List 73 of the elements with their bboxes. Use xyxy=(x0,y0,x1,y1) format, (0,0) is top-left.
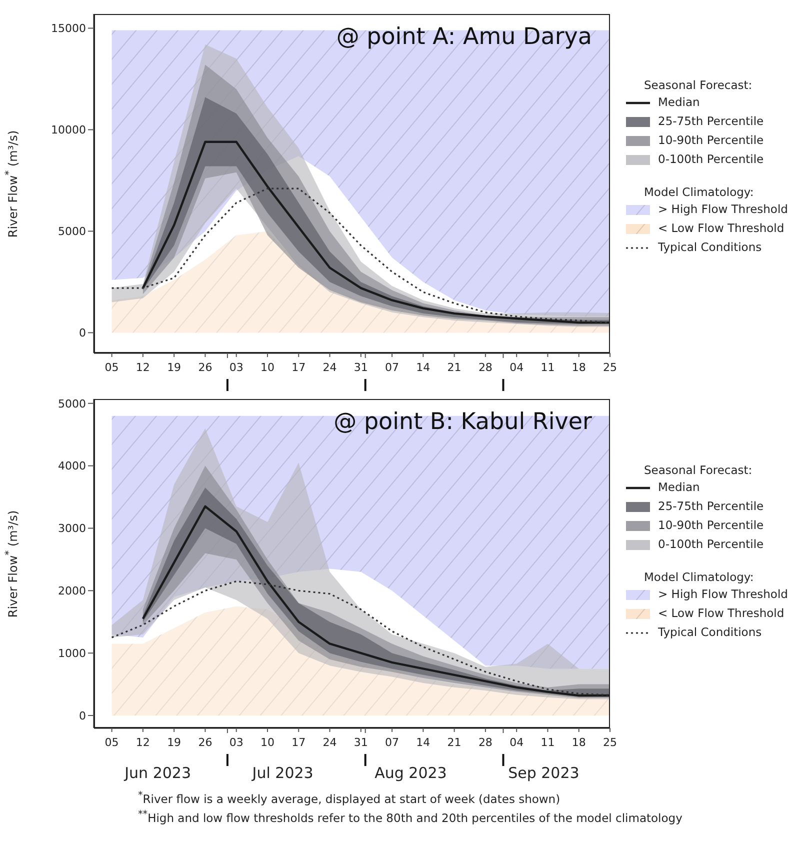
x-tick-label: 24 xyxy=(322,736,337,749)
y-tick-label: 5000 xyxy=(58,397,86,410)
y-tick-label: 2000 xyxy=(58,584,86,598)
legend-label: 0-100th Percentile xyxy=(658,151,764,168)
line-series xyxy=(110,188,610,324)
x-tick-label: 19 xyxy=(167,361,182,374)
x-tick-label: 07 xyxy=(385,736,400,749)
text: Model Climatology: xyxy=(644,185,755,199)
x-tick-label: 04 xyxy=(510,361,524,374)
text: $^{*}$River flow is a weekly average, displayed at start of week (dates shown) xyxy=(138,790,560,806)
legend-label: 25-75th Percentile xyxy=(658,498,764,515)
y-tick-label: 5000 xyxy=(58,225,86,238)
legend-label: Median xyxy=(658,479,700,496)
y-tick-label: 4000 xyxy=(58,460,86,473)
legend-label: Typical Conditions xyxy=(658,239,762,256)
x-tick-label: 10 xyxy=(260,361,274,374)
x-tick-label: 12 xyxy=(136,361,150,374)
legend-label: < Low Flow Threshold xyxy=(658,605,784,622)
x-tick-label: 14 xyxy=(416,361,430,374)
text: Model Climatology: xyxy=(644,570,755,584)
y-tick-label: 15000 xyxy=(51,22,86,36)
legend-label: Median xyxy=(658,94,700,111)
x-tick-label: 24 xyxy=(322,361,337,374)
legend-label: > High Flow Threshold xyxy=(658,586,788,603)
x-tick-label: 11 xyxy=(540,736,555,749)
legend-label: Typical Conditions xyxy=(658,624,762,641)
y-tick-label: 0 xyxy=(79,709,86,722)
x-tick-label: 18 xyxy=(572,736,586,749)
x-tick-label: 12 xyxy=(136,736,150,749)
text: $^{**}$High and low flow thresholds refer to the 80th and 20th percentiles of the model climatology xyxy=(138,808,682,825)
y-tick-label: 3000 xyxy=(58,522,86,536)
text: Jun 2023 xyxy=(124,764,192,784)
legend-title: Seasonal Forecast: xyxy=(644,463,754,477)
x-tick-label: 03 xyxy=(229,361,244,374)
x-tick-label: 18 xyxy=(572,361,586,374)
legend-title: Seasonal Forecast: xyxy=(644,78,754,92)
x-tick-label: 04 xyxy=(510,736,524,749)
text: @ point A: Amu Darya xyxy=(336,24,592,50)
x-tick-label: 31 xyxy=(354,736,368,749)
x-tick-label: 17 xyxy=(292,361,306,374)
x-tick-label: 28 xyxy=(478,361,492,374)
x-tick-label: 19 xyxy=(167,736,182,749)
y-tick-label: 1000 xyxy=(58,646,86,660)
x-tick-label: 05 xyxy=(104,736,119,749)
x-tick-label: 03 xyxy=(229,736,244,749)
x-tick-label: 10 xyxy=(260,736,274,749)
chart-title: @ point B: Kabul River xyxy=(334,409,592,435)
legend-label: > High Flow Threshold xyxy=(658,201,788,218)
text: Jul 2023 xyxy=(252,764,314,784)
x-tick-label: 25 xyxy=(603,736,617,749)
x-tick-label: 31 xyxy=(354,361,368,374)
legend-label: 25-75th Percentile xyxy=(658,113,764,130)
legend-label: 10-90th Percentile xyxy=(658,517,764,534)
x-tick-label: 28 xyxy=(478,736,492,749)
x-tick-label: 21 xyxy=(447,361,462,374)
text: Sep 2023 xyxy=(508,764,580,784)
x-tick-label: 25 xyxy=(603,361,617,374)
x-tick-label: 11 xyxy=(540,361,555,374)
x-tick-label: 05 xyxy=(104,361,119,374)
x-tick-label: 26 xyxy=(198,736,212,749)
y-tick-label: 10000 xyxy=(51,124,86,137)
x-tick-label: 26 xyxy=(198,361,212,374)
legend-label: < Low Flow Threshold xyxy=(658,220,784,237)
legend-label: 0-100th Percentile xyxy=(658,536,764,553)
x-tick-label: 14 xyxy=(416,736,430,749)
line-series xyxy=(110,580,610,696)
x-tick-label: 07 xyxy=(385,361,400,374)
y-tick-label: 0 xyxy=(79,326,86,340)
text: Aug 2023 xyxy=(374,764,447,784)
x-tick-label: 21 xyxy=(447,736,462,749)
line-series xyxy=(142,140,610,324)
legend-label: 10-90th Percentile xyxy=(658,132,764,149)
x-tick-label: 17 xyxy=(292,736,306,749)
